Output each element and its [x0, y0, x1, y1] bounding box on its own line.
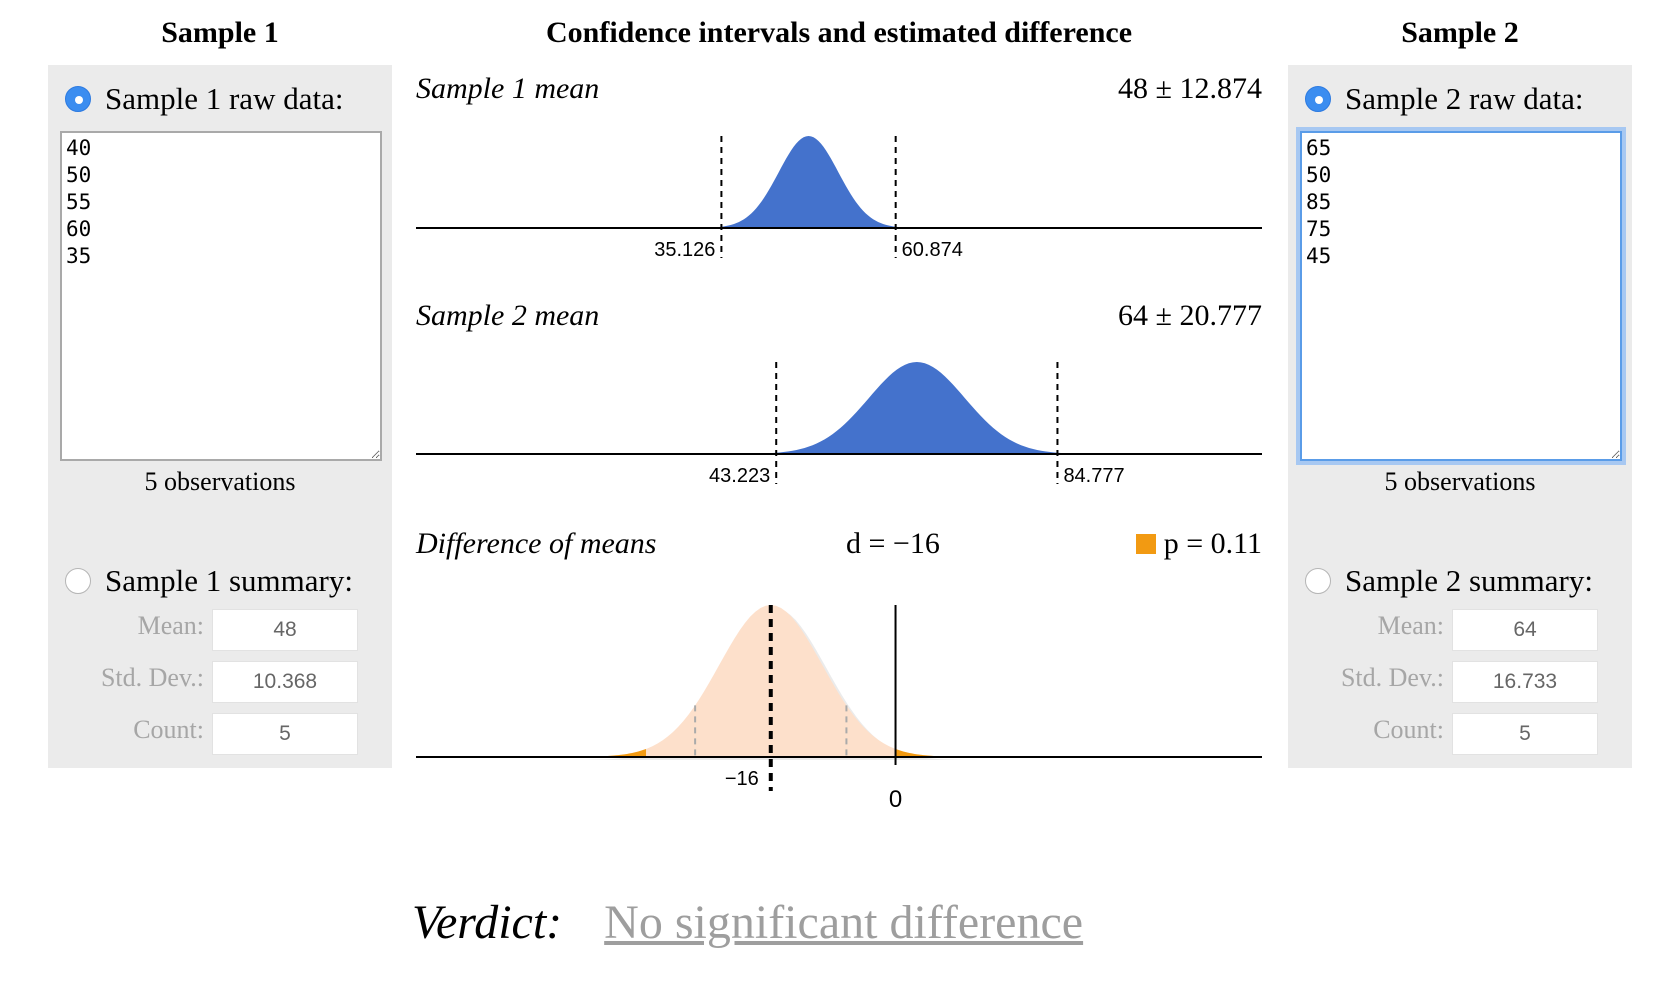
sample1-raw-radio[interactable]	[65, 86, 91, 112]
sample2-count-label: Count:	[1373, 715, 1444, 744]
p-value-legend: p = 0.11	[1130, 527, 1262, 561]
sample2-count-field[interactable]: 5	[1452, 713, 1598, 755]
sample2-observations: 5 observations	[1384, 467, 1536, 496]
sample2-mean-value: 64 ± 20.777	[1118, 299, 1262, 332]
sample1-summary-radio[interactable]	[65, 568, 91, 594]
sample1-sd-label: Std. Dev.:	[100, 663, 204, 692]
sample1-sd-field[interactable]: 10.368	[212, 661, 358, 703]
sample2-ci-lower-label: 43.223	[709, 465, 770, 487]
sample2-mean-field[interactable]: 64	[1452, 609, 1598, 651]
sample2-density-curve	[676, 362, 1158, 454]
sample1-mean-row: Mean: 48	[48, 609, 392, 651]
sample2-sd-row: Std. Dev.: 16.733	[1288, 661, 1632, 703]
difference-density-curve	[462, 605, 1080, 757]
sample2-mean-row: Mean: 64	[1288, 609, 1632, 651]
sample1-mean-value: 48 ± 12.874	[1118, 72, 1262, 105]
sample2-summary-radio[interactable]	[1305, 568, 1331, 594]
difference-d-value: d = −16	[846, 527, 940, 560]
p-value-swatch	[1135, 534, 1156, 554]
sample1-ci-upper-label: 60.874	[902, 239, 963, 261]
sample2-count-row: Count: 5	[1288, 713, 1632, 755]
sample1-panel: Sample 1 raw data: 5 observations Sample…	[48, 65, 392, 768]
sample1-observations: 5 observations	[144, 467, 296, 496]
p-value-right-tail	[895, 748, 1080, 757]
sample1-title: Sample 1	[161, 16, 279, 49]
sample1-count-label: Count:	[133, 715, 204, 744]
verdict: Verdict: No significant difference	[412, 895, 1083, 950]
sample1-count-field[interactable]: 5	[212, 713, 358, 755]
sample1-summary-option[interactable]: Sample 1 summary:	[65, 561, 353, 601]
sample2-panel: Sample 2 raw data: 5 observations Sample…	[1288, 65, 1632, 768]
difference-chart-title: Difference of means	[416, 527, 657, 560]
difference-chart: −16 0	[416, 605, 1262, 813]
sample2-raw-option[interactable]: Sample 2 raw data:	[1305, 79, 1583, 119]
difference-zero-label: 0	[889, 786, 902, 813]
sample2-sd-label: Std. Dev.:	[1340, 663, 1444, 692]
sample1-raw-label: Sample 1 raw data:	[105, 81, 344, 116]
sample1-mean-field[interactable]: 48	[212, 609, 358, 651]
sample1-mean-chart-title: Sample 1 mean	[416, 72, 600, 105]
verdict-label: Verdict:	[412, 896, 563, 949]
sample2-summary-label: Sample 2 summary:	[1345, 563, 1593, 598]
sample1-raw-option[interactable]: Sample 1 raw data:	[65, 79, 343, 119]
sample1-density-curve	[659, 136, 958, 228]
sample1-count-row: Count: 5	[48, 713, 392, 755]
difference-estimate-label: −16	[725, 768, 759, 790]
center-title: Confidence intervals and estimated diffe…	[545, 16, 1133, 49]
sample2-mean-chart: 43.223 84.777	[416, 362, 1262, 487]
verdict-value-link[interactable]: No significant difference	[604, 896, 1084, 949]
p-value-left-tail	[462, 748, 647, 757]
sample2-raw-data-input[interactable]	[1300, 131, 1622, 461]
sample2-title: Sample 2	[1401, 16, 1519, 49]
sample1-mean-label: Mean:	[137, 611, 204, 640]
sample1-mean-chart: 35.126 60.874	[416, 136, 1262, 261]
sample2-mean-chart-title: Sample 2 mean	[416, 299, 600, 332]
sample1-raw-data-input[interactable]	[60, 131, 382, 461]
sample1-sd-row: Std. Dev.: 10.368	[48, 661, 392, 703]
p-value-text: p = 0.11	[1163, 527, 1262, 560]
sample1-summary-label: Sample 1 summary:	[105, 563, 353, 598]
difference-curve-shadow	[466, 608, 1084, 760]
sample2-summary-option[interactable]: Sample 2 summary:	[1305, 561, 1593, 601]
sample2-raw-radio[interactable]	[1305, 86, 1331, 112]
sample1-ci-lower-label: 35.126	[654, 239, 715, 261]
sample2-ci-upper-label: 84.777	[1063, 465, 1124, 487]
sample2-mean-label: Mean:	[1377, 611, 1444, 640]
sample2-sd-field[interactable]: 16.733	[1452, 661, 1598, 703]
sample2-raw-label: Sample 2 raw data:	[1345, 81, 1584, 116]
